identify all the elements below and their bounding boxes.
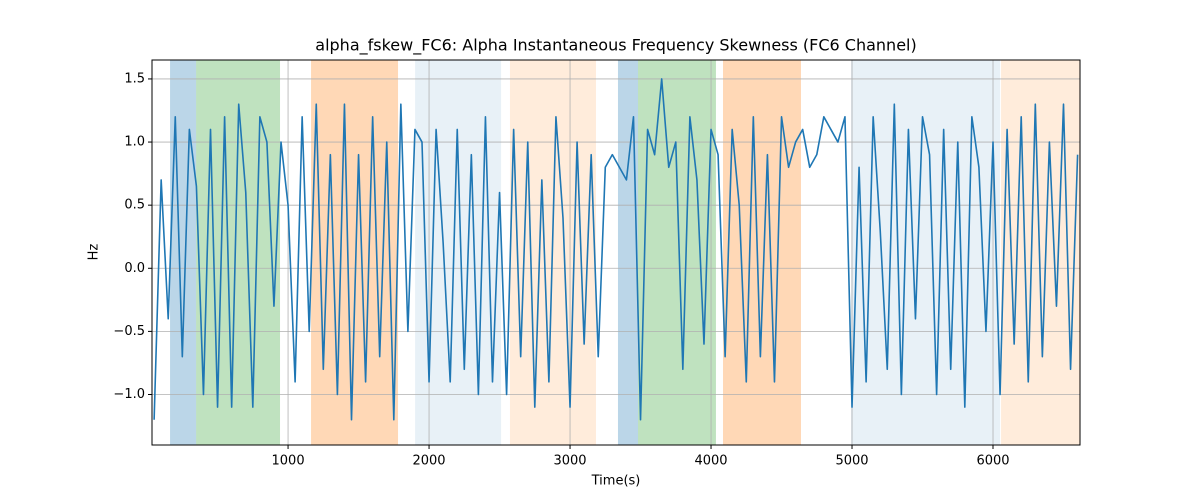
chart-title: alpha_fskew_FC6: Alpha Instantaneous Fre…: [315, 36, 916, 56]
y-axis-label: Hz: [87, 244, 102, 261]
lines: [153, 78, 1079, 421]
x-axis-label: Time(s): [591, 474, 641, 489]
x-tick-label: 5000: [835, 454, 868, 469]
shaded-span: [617, 60, 638, 445]
plot-frame: [151, 59, 1081, 446]
shaded-span: [851, 60, 1001, 445]
shaded-span: [637, 60, 716, 445]
y-tick-label: 0.0: [124, 261, 145, 276]
shaded-span: [311, 60, 399, 445]
axes: 1000 2000 3000 4000 5000 6000 −1.0 −0.5 0.0 0.5 1.…: [113, 71, 1009, 468]
y-tick-label: 1.5: [124, 71, 145, 86]
y-tick-label: −0.5: [113, 324, 145, 339]
shaded-span: [723, 60, 801, 445]
x-tick-label: 6000: [976, 454, 1009, 469]
y-tick-label: −1.0: [113, 387, 145, 402]
x-tick-label: 2000: [412, 454, 445, 469]
shaded-span: [415, 60, 502, 445]
x-tick-label: 3000: [553, 454, 586, 469]
data-line: [153, 78, 1079, 421]
shaded-span: [170, 60, 197, 445]
y-tick-label: 1.0: [124, 135, 145, 150]
x-tick-label: 1000: [272, 454, 305, 469]
y-tick-label: 0.5: [124, 198, 145, 213]
x-tick-label: 4000: [694, 454, 727, 469]
